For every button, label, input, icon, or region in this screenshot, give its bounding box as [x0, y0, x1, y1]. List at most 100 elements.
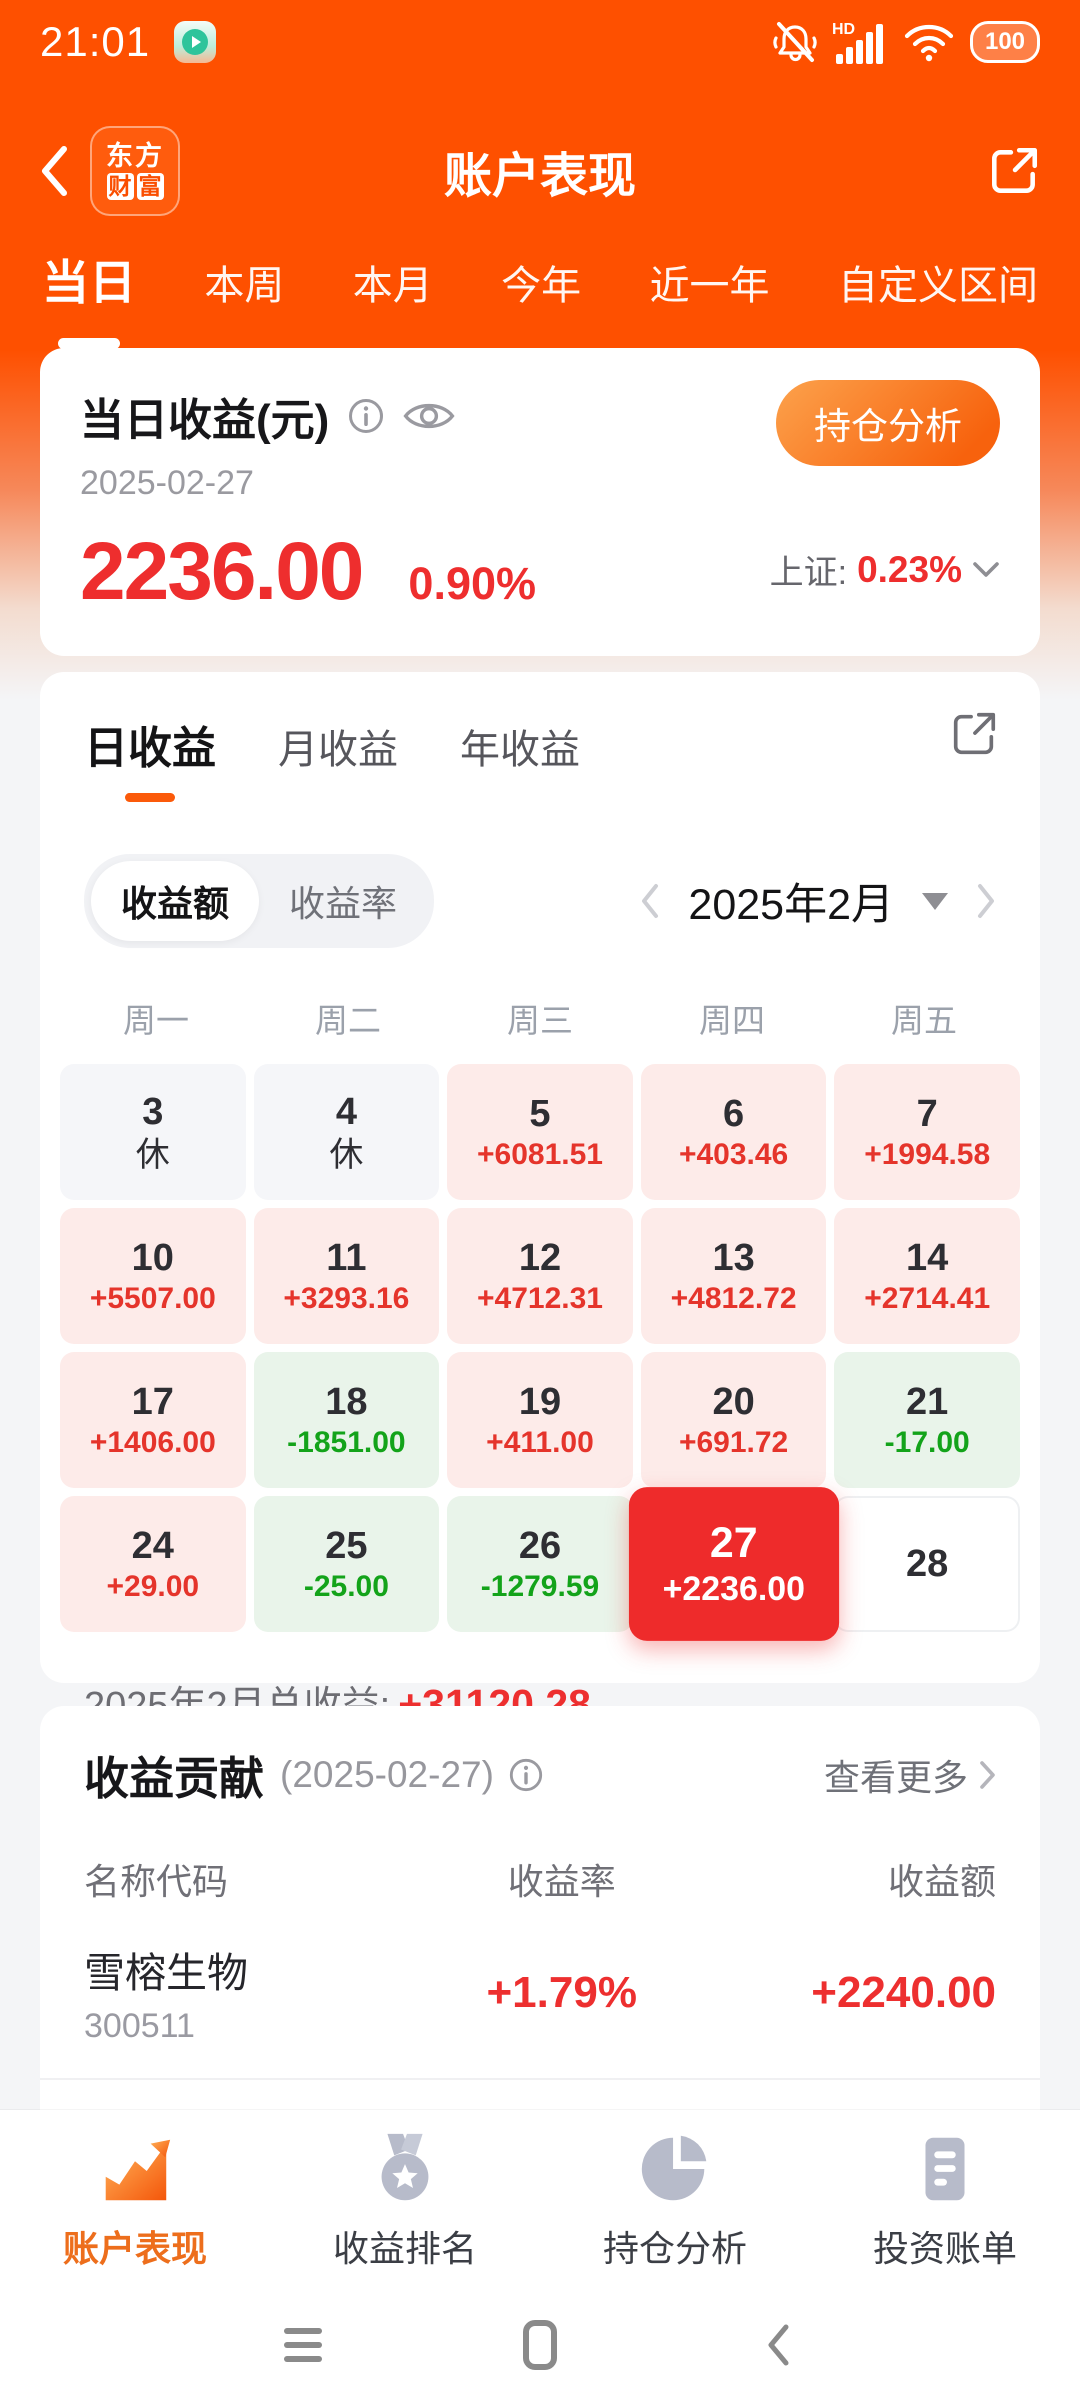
nav-label: 收益排名: [332, 2228, 477, 2269]
chevron-right-icon: [980, 1760, 995, 1789]
calendar-tabs: 日收益 月收益 年收益: [40, 712, 1040, 802]
medal-icon: [381, 2133, 429, 2201]
period-tabs: 当日 本周 本月 今年 近一年 自定义区间: [0, 244, 1080, 341]
calendar-day-cell[interactable]: 20 +691.72: [640, 1352, 827, 1488]
month-dropdown-icon[interactable]: [922, 892, 948, 910]
nav-label: 投资账单: [872, 2228, 1017, 2269]
profit-percent: 0.90%: [408, 558, 537, 609]
calendar-day-cell[interactable]: 11 +3293.16: [253, 1208, 440, 1344]
value-rate-toggle: 收益额 收益率: [84, 854, 435, 948]
home-icon[interactable]: [523, 2320, 557, 2370]
stock-code: 300511: [84, 2007, 195, 2045]
export-icon[interactable]: [948, 708, 1000, 760]
chevron-down-icon: [972, 561, 1000, 579]
nav-label: 账户表现: [62, 2228, 207, 2269]
weekday-tue: 周二: [315, 1002, 381, 1039]
info-icon[interactable]: [347, 397, 385, 435]
toggle-profit-amount[interactable]: 收益额: [91, 861, 260, 941]
calendar-day-cell[interactable]: 19 +411.00: [447, 1352, 633, 1488]
daily-profit-card: 当日收益(元) 持仓分析 2025-02-27 2236.00 0.90%: [40, 348, 1040, 656]
calendar-day-cell[interactable]: 18 -1851.00: [253, 1352, 440, 1488]
calendar-day-cell[interactable]: 10 +5507.00: [60, 1208, 246, 1344]
logo-char-2: 富: [136, 172, 164, 200]
nav-account-performance[interactable]: 账户表现: [0, 2110, 270, 2290]
col-name-code: 名称代码: [84, 1861, 229, 1902]
weekday-thu: 周四: [699, 1002, 765, 1039]
position-analysis-button[interactable]: 持仓分析: [776, 380, 1000, 466]
share-icon[interactable]: [986, 143, 1042, 199]
tab-this-year[interactable]: 今年: [501, 264, 582, 308]
weekday-header: 周一 周二 周三 周四 周五: [60, 994, 1020, 1042]
next-month-icon[interactable]: [976, 883, 996, 919]
eye-icon[interactable]: [403, 398, 455, 434]
logo-char-1: 财: [106, 172, 134, 200]
prev-month-icon[interactable]: [640, 883, 660, 919]
col-amount: 收益额: [888, 1861, 997, 1902]
clock: 21:01: [40, 18, 151, 65]
profit-amount: 2236.00: [80, 526, 364, 617]
calendar-day-cell[interactable]: 25 -25.00: [253, 1496, 440, 1632]
tab-past-year[interactable]: 近一年: [649, 264, 770, 308]
status-bar: 21:01 HD: [0, 0, 1080, 84]
android-navigation-bar: [0, 2290, 1080, 2400]
tab-this-month[interactable]: 本月: [352, 264, 433, 308]
tab-this-week[interactable]: 本周: [204, 264, 285, 308]
calendar-day-cell[interactable]: 21 -17.00: [834, 1352, 1020, 1488]
calendar-day-cell[interactable]: 17 +1406.00: [60, 1352, 246, 1488]
col-rate: 收益率: [507, 1861, 616, 1902]
calendar-day-cell[interactable]: 28: [834, 1496, 1020, 1632]
calendar-day-cell[interactable]: 14 +2714.41: [834, 1208, 1020, 1344]
recents-icon[interactable]: [284, 2328, 322, 2362]
calendar-day-cell[interactable]: 12 +4712.31: [447, 1208, 633, 1344]
profit-calendar-card: 日收益 月收益 年收益 收益额 收益率 2025年2月: [40, 672, 1040, 1727]
battery-level: 100: [984, 28, 1026, 55]
nav-label: 持仓分析: [602, 2228, 747, 2269]
calendar-day-cell[interactable]: 13 +4812.72: [640, 1208, 827, 1344]
calendar-day-cell[interactable]: 24 +29.00: [60, 1496, 246, 1632]
weekday-mon: 周一: [123, 1002, 189, 1039]
tab-yearly-profit[interactable]: 年收益: [460, 728, 580, 772]
tab-monthly-profit[interactable]: 月收益: [278, 728, 398, 772]
bill-icon: [925, 2137, 965, 2201]
contribution-column-headers: 名称代码 收益率 收益额: [84, 1853, 996, 1905]
signal-icon: HD: [832, 20, 888, 64]
tab-custom-range[interactable]: 自定义区间: [837, 264, 1038, 308]
page-title: 账户表现: [443, 150, 636, 203]
nav-position-analysis[interactable]: 持仓分析: [540, 2110, 810, 2290]
index-compare[interactable]: 上证: 0.23%: [770, 545, 1000, 594]
stock-row[interactable]: 雪榕生物 300511 +1.79% +2240.00: [84, 1939, 996, 2046]
calendar-day-cell[interactable]: 5 +6081.51: [447, 1064, 633, 1200]
status-icons: HD 100: [773, 20, 1040, 64]
stock-amount: +2240.00: [811, 1967, 997, 2017]
calendar-day-cell[interactable]: 7 +1994.58: [834, 1064, 1020, 1200]
month-label[interactable]: 2025年2月: [688, 881, 894, 929]
play-icon: [182, 29, 209, 55]
calendar-day-cell[interactable]: 6 +403.46: [640, 1064, 827, 1200]
nav-profit-ranking[interactable]: 收益排名: [270, 2110, 540, 2290]
contribution-title: 收益贡献: [84, 1753, 265, 1804]
eastmoney-logo[interactable]: 东方 财 富: [90, 126, 180, 216]
logo-text-bottom: 财 富: [106, 172, 164, 200]
android-back-icon[interactable]: [766, 2323, 790, 2367]
stock-rate: +1.79%: [486, 1967, 637, 2017]
tab-daily-profit[interactable]: 日收益: [84, 712, 216, 802]
calendar-day-cell-selected[interactable]: 27 +2236.00: [628, 1487, 839, 1641]
wifi-icon: [903, 21, 955, 63]
weekday-fri: 周五: [891, 1002, 957, 1039]
hd-label: HD: [832, 21, 855, 38]
logo-text-top: 东方: [106, 140, 164, 171]
bottom-navigation: 账户表现 收益排名 持仓分析: [0, 2110, 1080, 2400]
profit-contribution-card: 收益贡献 (2025-02-27) 查看更多 名称代码 收益率 收益额 雪榕生物: [40, 1706, 1040, 2134]
back-icon[interactable]: [38, 144, 68, 198]
calendar-day-cell[interactable]: 26 -1279.59: [447, 1496, 633, 1632]
nav-investment-bill[interactable]: 投资账单: [810, 2110, 1080, 2290]
summary-date: 2025-02-27: [80, 464, 254, 502]
see-more-link[interactable]: 查看更多: [824, 1749, 996, 1801]
toggle-profit-rate[interactable]: 收益率: [289, 883, 398, 924]
info-icon[interactable]: [508, 1757, 544, 1793]
chart-icon: [105, 2139, 171, 2201]
tab-today[interactable]: 当日: [42, 244, 136, 341]
